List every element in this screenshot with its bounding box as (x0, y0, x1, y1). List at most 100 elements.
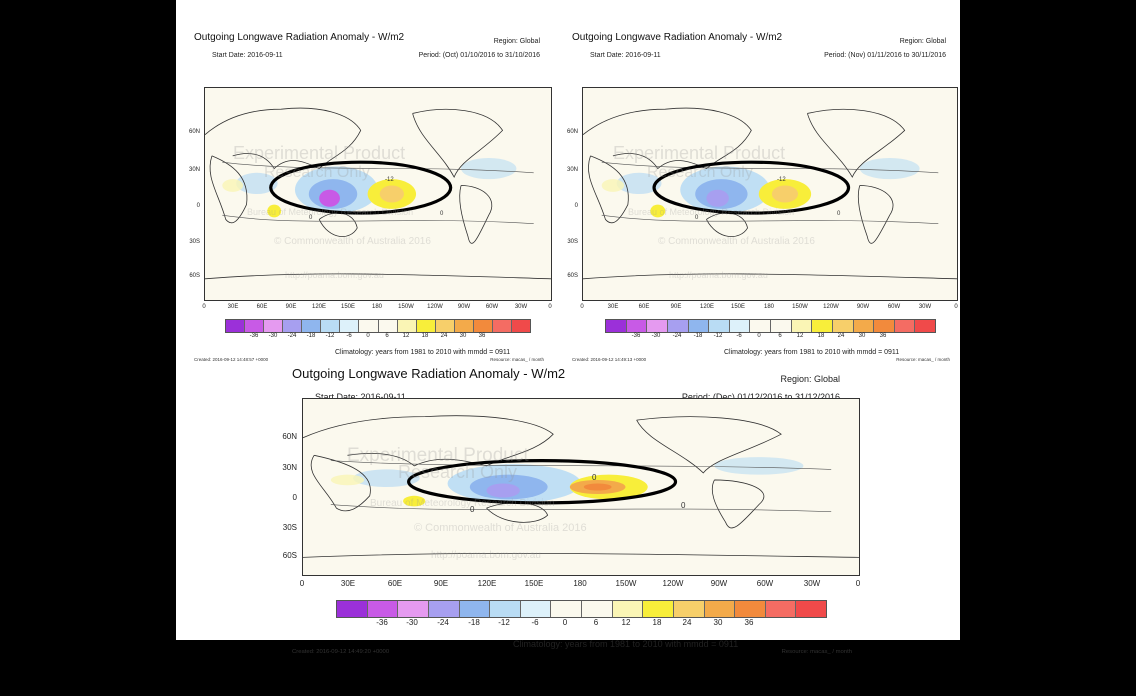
world-map: -12 0 0 Experimental Product Research Only Bu… (582, 87, 958, 301)
longitude-label: 30W (514, 304, 528, 310)
colorbar-swatch (667, 320, 689, 332)
longitude-label: 0 (855, 579, 861, 588)
longitude-label: 90W (457, 304, 471, 310)
colorbar-tick-label: -36 (249, 333, 259, 339)
longitude-label: 0 (954, 304, 958, 310)
colorbar-swatch (473, 320, 493, 332)
contour-line (601, 214, 939, 224)
colorbar-swatch (321, 320, 341, 332)
colorbar-tick-label: 36 (478, 333, 486, 339)
highlight-ellipse (407, 458, 678, 505)
start-date-label: Start Date: 2016-09-11 (315, 392, 406, 402)
colorbar-swatch (397, 320, 417, 332)
colorbar-tick-label: -30 (406, 618, 418, 627)
longitude-label: 120E (311, 304, 327, 310)
colorbar-swatch (520, 601, 552, 617)
colorbar-tick-label: -6 (346, 333, 352, 339)
negative-anomaly-peak (486, 483, 520, 498)
colorbar-tick-label: -12 (325, 333, 335, 339)
positive-anomaly-peak (583, 483, 612, 491)
colorbar-swatch (765, 601, 797, 617)
latitude-label: 30S (567, 239, 578, 245)
colorbar-swatch (398, 601, 429, 617)
africa-positive (330, 474, 365, 486)
latitude-label: 0 (574, 203, 578, 209)
colorbar-swatch (551, 601, 582, 617)
latitude-label: 60N (282, 432, 297, 441)
colorbar-swatch (511, 320, 530, 332)
atlantic-anomaly (714, 457, 804, 475)
panel-title: Outgoing Longwave Radiation Anomaly - W/… (572, 32, 783, 43)
contour-line (330, 504, 832, 512)
colorbar-swatch (612, 601, 644, 617)
africa-positive (222, 179, 244, 192)
longitude-label: 90W (856, 304, 870, 310)
highlight-ellipse (269, 160, 453, 215)
colorbar-tick-label: 36 (744, 618, 754, 627)
colorbar-swatch (245, 320, 265, 332)
colorbar-swatch (492, 320, 512, 332)
colorbar-swatch (582, 601, 613, 617)
atlantic-anomaly (461, 157, 517, 180)
positive-anomaly-core (771, 185, 799, 203)
contour-label: 0 (695, 215, 699, 221)
longitude-label: 90E (433, 579, 449, 588)
colorbar-tick-label: -36 (631, 333, 641, 339)
longitude-label: 60E (638, 304, 650, 310)
start-date-label: Start Date: 2016-09-11 (212, 52, 283, 59)
latitude-label: 60N (188, 129, 200, 135)
longitude-label: 30E (227, 304, 239, 310)
panel-title: Outgoing Longwave Radiation Anomaly - W/… (194, 32, 405, 43)
negative-anomaly-peak (706, 189, 729, 207)
colorbar-swatch (729, 320, 751, 332)
colorbar-swatch (791, 320, 813, 332)
north-america-coast (807, 109, 906, 178)
longitude-label: 150E (524, 579, 544, 588)
colorbar-tick-label: 18 (421, 333, 429, 339)
longitude-label: 120W (427, 304, 443, 310)
colorbar-swatch (894, 320, 916, 332)
antarctica-coast (205, 273, 551, 280)
longitude-label: 90W (710, 579, 728, 588)
latitude-label: 30S (282, 523, 297, 532)
colorbar-swatch (283, 320, 303, 332)
colorbar-tick-label: 18 (652, 618, 662, 627)
longitude-label: 60E (387, 579, 403, 588)
colorbar-swatch (673, 601, 705, 617)
latitude-label: 60N (566, 129, 578, 135)
longitude-label: 30E (340, 579, 356, 588)
colorbar-tick-label: 12 (402, 333, 410, 339)
contour-line (330, 460, 832, 470)
colorbar-tick-label: -24 (437, 618, 449, 627)
latitude-label: 0 (196, 203, 200, 209)
map-panel-2: Outgoing Longwave Radiation Anomaly - W/… (567, 32, 966, 362)
colorbar-tick-label: 12 (621, 618, 631, 627)
colorbar-tick-label: -30 (651, 333, 661, 339)
created-timestamp: Created: 2016-09-12 14:49:20 +0000 (292, 649, 390, 655)
north-america-coast (412, 109, 504, 178)
contour-label: -12 (777, 177, 786, 183)
eurasia-coast (303, 415, 554, 467)
australia-coast (318, 212, 358, 237)
colorbar-tick-label: -12 (713, 333, 723, 339)
colorbar-tick-label: 12 (796, 333, 804, 339)
colorbar-tick-label: 24 (440, 333, 448, 339)
longitude-label: 150E (730, 304, 746, 310)
longitude-label: 120W (823, 304, 839, 310)
colorbar-tick-label: -30 (268, 333, 278, 339)
colorbar-tick-label: -24 (672, 333, 682, 339)
colorbar-tick-label: -18 (693, 333, 703, 339)
longitude-label: 30E (607, 304, 619, 310)
colorbar-tick-label: -18 (468, 618, 480, 627)
longitude-label: 180 (371, 304, 383, 310)
latitude-label: 30S (189, 239, 200, 245)
colorbar-swatch (688, 320, 710, 332)
longitude-label: 120E (699, 304, 715, 310)
australia-coast (486, 502, 549, 523)
colorbar-tick-label: 6 (385, 333, 389, 339)
longitude-label: 180 (763, 304, 775, 310)
indian-ocean-anomaly (616, 172, 662, 194)
period-label: Period: (Dec) 01/12/2016 to 31/12/2016 (681, 392, 840, 402)
colorbar-swatch (359, 320, 379, 332)
colorbar (225, 319, 531, 333)
